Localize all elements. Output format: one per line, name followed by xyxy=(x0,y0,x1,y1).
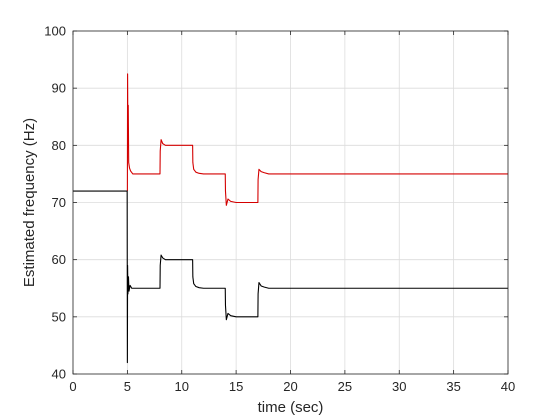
x-tick-label: 10 xyxy=(175,379,189,394)
y-tick-labels: 40 50 60 70 80 90 100 xyxy=(44,24,66,382)
x-tick-label: 20 xyxy=(283,379,297,394)
x-tick-label: 0 xyxy=(69,379,76,394)
y-tick-label: 40 xyxy=(52,367,66,382)
x-tick-label: 35 xyxy=(446,379,460,394)
x-tick-label: 15 xyxy=(229,379,243,394)
y-tick-label: 60 xyxy=(52,252,66,267)
plot-series xyxy=(73,73,508,364)
y-tick-label: 100 xyxy=(44,24,66,39)
series-line-1 xyxy=(126,73,508,206)
y-tick-label: 50 xyxy=(52,309,66,324)
x-tick-label: 40 xyxy=(501,379,515,394)
y-tick-label: 80 xyxy=(52,138,66,153)
x-tick-label: 25 xyxy=(338,379,352,394)
x-axis-label: time (sec) xyxy=(258,399,324,416)
series-line-2 xyxy=(73,190,508,364)
x-tick-label: 30 xyxy=(392,379,406,394)
x-tick-label: 5 xyxy=(124,379,131,394)
x-tick-labels: 0 5 10 15 20 25 30 35 40 xyxy=(69,379,515,394)
y-axis-label: Estimated frequency (Hz) xyxy=(21,118,38,287)
y-tick-label: 70 xyxy=(52,195,66,210)
tick-marks xyxy=(72,30,509,375)
y-tick-label: 90 xyxy=(52,81,66,96)
